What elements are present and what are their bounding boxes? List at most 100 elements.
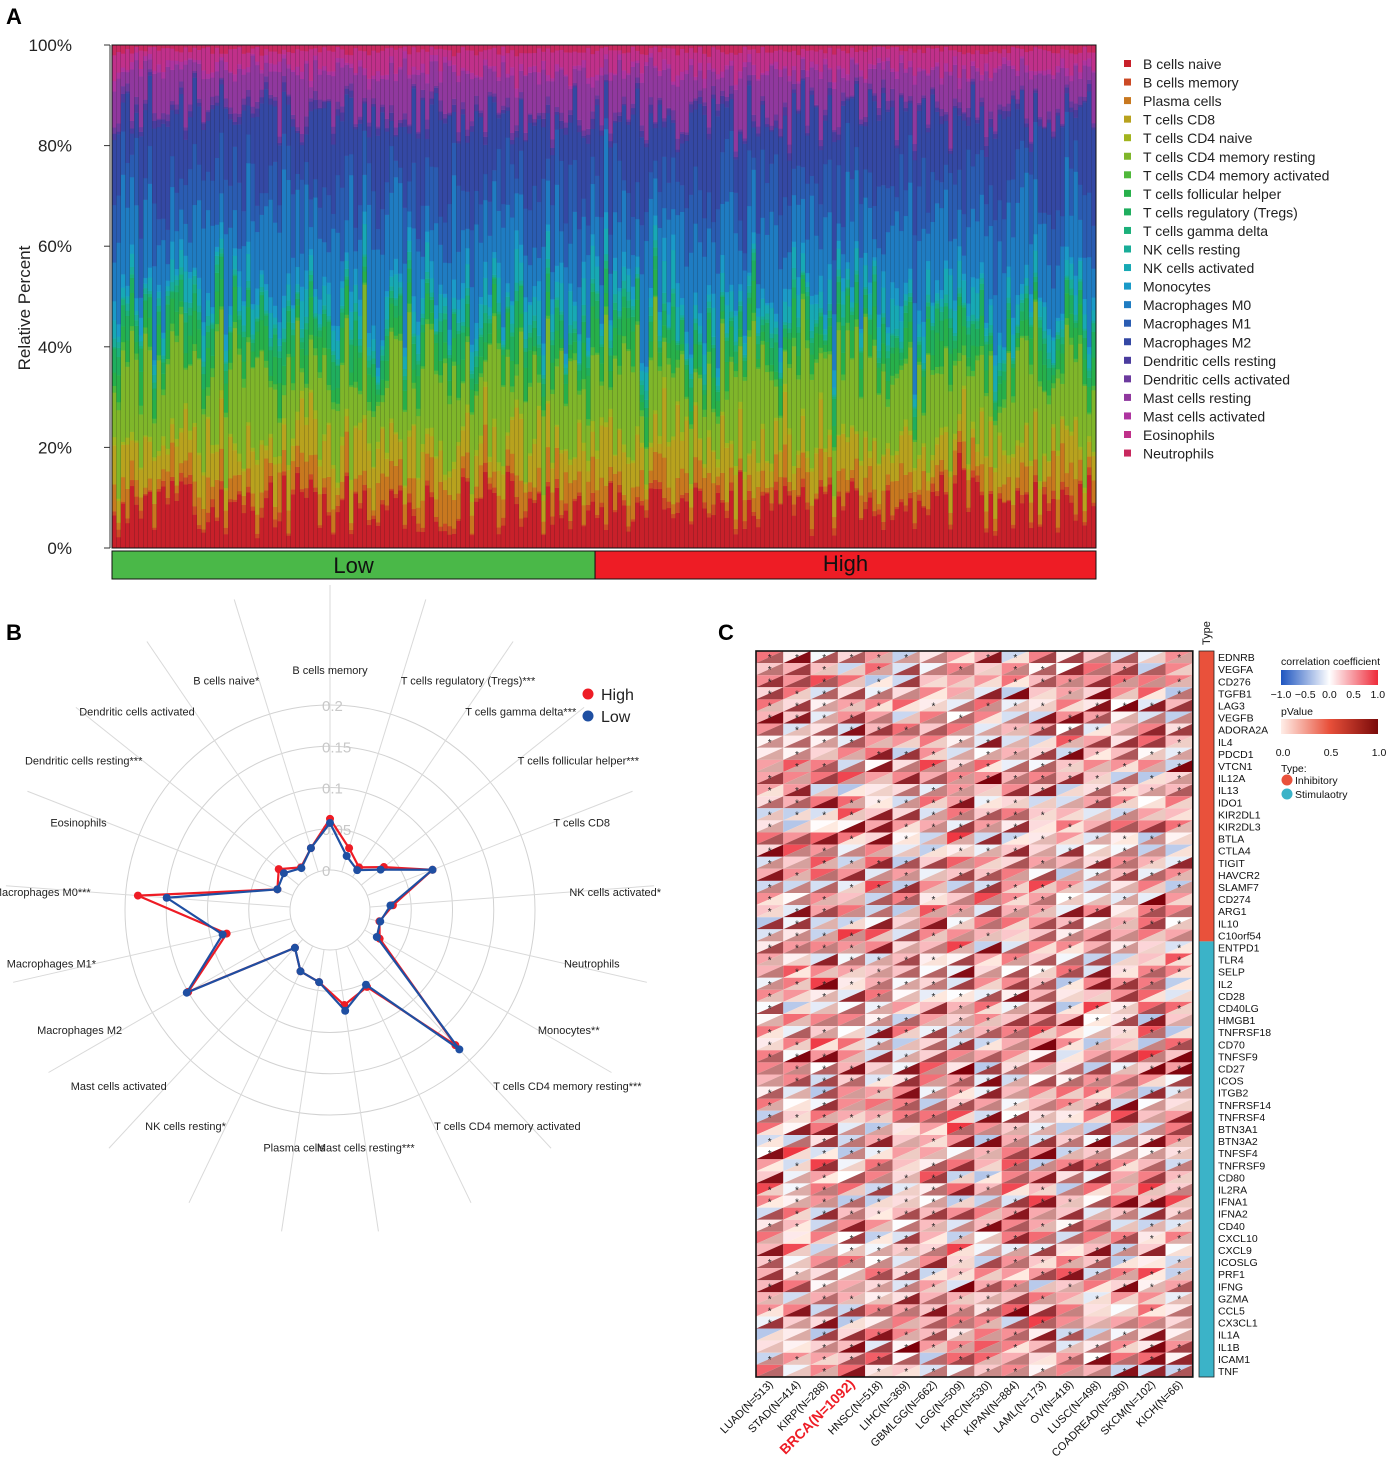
bar-segment (841, 45, 846, 51)
bar-segment (724, 501, 730, 511)
bar-segment (465, 191, 471, 229)
bar-segment (738, 290, 744, 302)
bar-segment (782, 65, 788, 69)
bar-segment (1002, 379, 1007, 400)
bar-segment (872, 515, 878, 549)
bar-segment (711, 98, 717, 223)
bar-segment (939, 45, 945, 52)
bar-segment (156, 72, 162, 119)
bar-segment (1033, 92, 1039, 122)
sample-bar (832, 45, 837, 549)
bar-segment (210, 328, 216, 356)
bar-segment (550, 389, 556, 395)
bar-segment (152, 460, 158, 504)
bar-segment (572, 87, 578, 161)
bar-segment (536, 467, 542, 492)
bar-segment (590, 501, 596, 549)
bar-segment (416, 251, 422, 322)
bar-segment (442, 49, 448, 57)
bar-segment (796, 109, 802, 112)
bar-segment (595, 45, 600, 51)
sample-bar (823, 45, 829, 549)
bar-segment (671, 513, 676, 519)
bar-segment (890, 335, 896, 348)
bar-segment (532, 118, 538, 123)
bar-segment (465, 73, 471, 130)
bar-segment (738, 305, 744, 312)
bar-segment (756, 335, 761, 345)
bar-segment (1024, 126, 1030, 148)
bar-segment (662, 156, 668, 209)
bar-segment (648, 171, 654, 199)
sample-bar (134, 45, 140, 549)
bar-segment (680, 317, 685, 320)
bar-segment (577, 52, 583, 66)
bar-segment (335, 62, 341, 102)
bar-segment (532, 499, 538, 504)
bar-segment (308, 255, 314, 271)
bar-segment (496, 80, 502, 113)
bar-segment (442, 362, 448, 475)
bar-segment (532, 122, 538, 126)
bar-segment (693, 109, 699, 167)
bar-segment (196, 454, 202, 498)
bar-segment (317, 207, 323, 239)
bar-segment (684, 140, 690, 209)
bar-segment (340, 327, 345, 363)
bar-segment (653, 295, 659, 298)
bar-segment (120, 102, 126, 132)
bar-segment (934, 101, 940, 108)
bar-segment (170, 110, 176, 157)
bar-segment (917, 324, 922, 338)
bar-segment (581, 198, 587, 217)
sample-bar (841, 45, 846, 549)
bar-segment (514, 282, 520, 292)
bar-segment (183, 301, 189, 313)
bar-segment (554, 265, 560, 282)
bar-segment (760, 324, 766, 332)
bar-segment (295, 173, 301, 190)
bar-segment (492, 96, 498, 103)
bar-segment (765, 45, 770, 53)
bar-segment (648, 341, 654, 358)
bar-segment (612, 50, 618, 74)
bar-segment (858, 76, 864, 120)
bar-segment (729, 45, 735, 53)
bar-segment (957, 413, 963, 421)
bar-segment (644, 45, 650, 55)
bar-segment (250, 351, 256, 368)
bar-segment (966, 149, 972, 228)
bar-segment (510, 416, 515, 420)
bar-segment (1011, 453, 1016, 458)
bar-segment (322, 440, 328, 479)
bar-segment (787, 289, 793, 307)
bar-segment (268, 387, 274, 434)
bar-segment (841, 278, 846, 292)
bar-segment (934, 203, 940, 281)
bar-segment (326, 515, 332, 549)
bar-segment (639, 370, 645, 381)
bar-segment (326, 422, 332, 425)
bar-segment (912, 406, 918, 409)
bar-segment (165, 454, 171, 472)
bar-segment (1002, 349, 1007, 361)
bar-segment (134, 325, 140, 343)
bar-segment (586, 350, 591, 356)
bar-segment (241, 45, 247, 54)
bar-segment (358, 299, 363, 317)
bar-segment (621, 444, 627, 453)
bar-segment (340, 498, 345, 501)
sample-bar (268, 45, 274, 549)
bar-segment (156, 50, 162, 65)
bar-segment (273, 527, 278, 549)
bar-segment (290, 257, 296, 306)
bar-segment (219, 248, 225, 254)
bar-segment (706, 139, 712, 193)
bar-segment (483, 144, 489, 175)
bar-segment (666, 107, 672, 110)
bar-segment (711, 504, 717, 516)
bar-segment (970, 53, 976, 62)
bar-segment (885, 326, 891, 334)
bar-segment (313, 348, 319, 356)
bar-segment (899, 501, 905, 549)
